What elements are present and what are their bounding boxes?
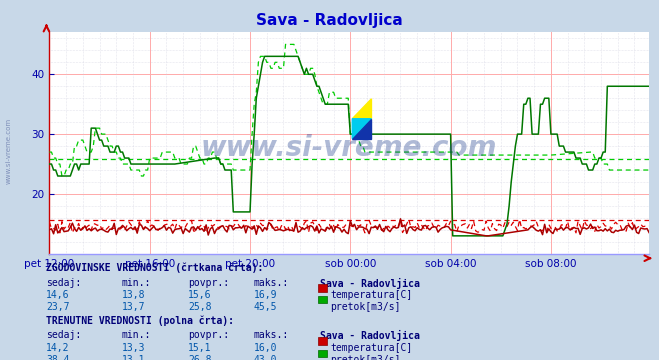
Polygon shape xyxy=(353,119,372,139)
Text: Sava - Radovljica: Sava - Radovljica xyxy=(320,278,420,289)
Text: pretok[m3/s]: pretok[m3/s] xyxy=(330,302,401,312)
Text: 26,8: 26,8 xyxy=(188,355,212,360)
Text: sedaj:: sedaj: xyxy=(46,330,81,340)
Text: 43,0: 43,0 xyxy=(254,355,277,360)
Text: 13,3: 13,3 xyxy=(122,343,146,353)
Text: 13,1: 13,1 xyxy=(122,355,146,360)
Text: 13,8: 13,8 xyxy=(122,290,146,300)
Text: maks.:: maks.: xyxy=(254,330,289,340)
Text: 15,1: 15,1 xyxy=(188,343,212,353)
Text: 16,0: 16,0 xyxy=(254,343,277,353)
Text: 45,5: 45,5 xyxy=(254,302,277,312)
Text: 38,4: 38,4 xyxy=(46,355,70,360)
Polygon shape xyxy=(353,99,372,119)
Text: TRENUTNE VREDNOSTI (polna črta):: TRENUTNE VREDNOSTI (polna črta): xyxy=(46,315,234,325)
Text: temperatura[C]: temperatura[C] xyxy=(330,343,413,353)
Text: maks.:: maks.: xyxy=(254,278,289,288)
Polygon shape xyxy=(353,119,372,139)
Text: www.si-vreme.com: www.si-vreme.com xyxy=(201,134,498,162)
Text: sedaj:: sedaj: xyxy=(46,278,81,288)
Text: 14,2: 14,2 xyxy=(46,343,70,353)
Text: min.:: min.: xyxy=(122,330,152,340)
Text: min.:: min.: xyxy=(122,278,152,288)
Text: 14,6: 14,6 xyxy=(46,290,70,300)
Text: Sava - Radovljica: Sava - Radovljica xyxy=(256,13,403,28)
Text: Sava - Radovljica: Sava - Radovljica xyxy=(320,330,420,341)
Text: ZGODOVINSKE VREDNOSTI (črtkana črta):: ZGODOVINSKE VREDNOSTI (črtkana črta): xyxy=(46,262,264,273)
Text: temperatura[C]: temperatura[C] xyxy=(330,290,413,300)
Text: 15,6: 15,6 xyxy=(188,290,212,300)
Text: pretok[m3/s]: pretok[m3/s] xyxy=(330,355,401,360)
Text: povpr.:: povpr.: xyxy=(188,330,229,340)
Text: 16,9: 16,9 xyxy=(254,290,277,300)
Text: povpr.:: povpr.: xyxy=(188,278,229,288)
Text: 13,7: 13,7 xyxy=(122,302,146,312)
Text: www.si-vreme.com: www.si-vreme.com xyxy=(5,118,12,184)
Text: 25,8: 25,8 xyxy=(188,302,212,312)
Text: 23,7: 23,7 xyxy=(46,302,70,312)
